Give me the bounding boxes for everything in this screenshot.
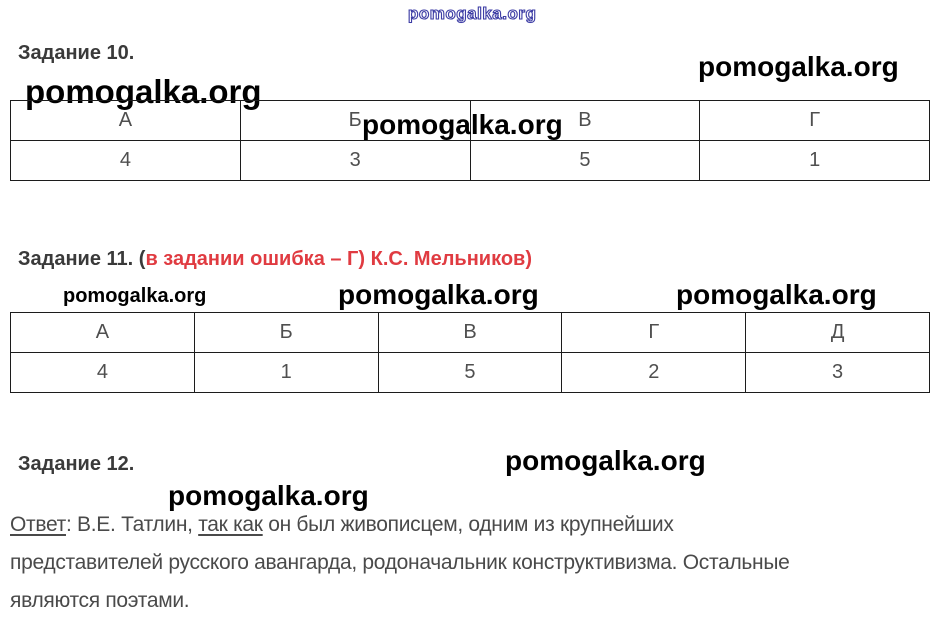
watermark-black-task12-right: pomogalka.org (505, 445, 706, 476)
task-10-header-cell-b: Б (239, 100, 471, 141)
answer-underlined-phrase: так как (198, 513, 263, 536)
answer-line-1-mid: : В.Е. Татлин, (65, 513, 199, 536)
watermark-black-table2-right: pomogalka.org (676, 279, 877, 310)
task-11-header-cell-b: Б (193, 312, 379, 353)
task-11-value-cell-d: 3 (745, 352, 930, 393)
task-11-value-cell-v: 5 (377, 352, 563, 393)
task-10-value-cell-g: 1 (699, 140, 930, 181)
watermark-black-top-right: pomogalka.org (698, 51, 899, 82)
task-11-title-red-note: в задании ошибка – Г) К.С. Мельников) (145, 248, 533, 270)
task-11-value-cell-b: 1 (193, 352, 379, 393)
watermark-black-table1-center: pomogalka.org (362, 109, 563, 140)
task-11-title: Задание 11. (в задании ошибка – Г) К.С. … (18, 248, 532, 271)
task-10-answer-table: А Б В Г 4 3 5 1 (10, 100, 930, 181)
task-10-header-cell-v: В (469, 100, 701, 141)
task-11-title-black: Задание 11. ( (18, 248, 146, 270)
answer-line-2: представителей русского авангарда, родон… (10, 551, 790, 574)
watermark-black-task12-below: pomogalka.org (168, 480, 369, 511)
task-12-answer-text: Ответ: В.Е. Татлин, так как он был живоп… (10, 506, 790, 620)
task-10-value-cell-a: 4 (10, 140, 241, 181)
watermark-black-table2-center: pomogalka.org (338, 279, 539, 310)
task-10-header-cell-a: А (10, 100, 241, 141)
task-11-value-row: 4 1 5 2 3 (10, 352, 930, 393)
task-10-header-cell-g: Г (699, 100, 930, 141)
task-11-header-row: А Б В Г Д (10, 312, 930, 353)
task-11-header-cell-v: В (377, 312, 563, 353)
task-10-title: Задание 10. (18, 42, 135, 64)
task-10-value-row: 4 3 5 1 (10, 140, 930, 181)
task-12-title: Задание 12. (18, 453, 135, 475)
task-10-value-cell-b: 3 (239, 140, 471, 181)
watermark-black-small-left: pomogalka.org (63, 285, 207, 307)
answer-line-3: являются поэтами. (10, 589, 190, 612)
answer-line-1-tail: он был живописцем, одним из крупнейших (262, 513, 674, 536)
watermark-outlined-top: pomogalka.org (407, 3, 537, 23)
task-11-answer-table: А Б В Г Д 4 1 5 2 3 (10, 312, 930, 393)
answer-line-1: Ответ: В.Е. Татлин, так как он был живоп… (10, 506, 790, 544)
task-11-header-cell-a: А (10, 312, 195, 353)
task-11-value-cell-g: 2 (561, 352, 747, 393)
task-10-value-cell-v: 5 (469, 140, 701, 181)
task-11-header-cell-d: Д (745, 312, 930, 353)
answer-label: Ответ (10, 513, 66, 536)
task-11-header-cell-g: Г (561, 312, 747, 353)
task-11-value-cell-a: 4 (10, 352, 195, 393)
task-10-header-row: А Б В Г (10, 100, 930, 141)
